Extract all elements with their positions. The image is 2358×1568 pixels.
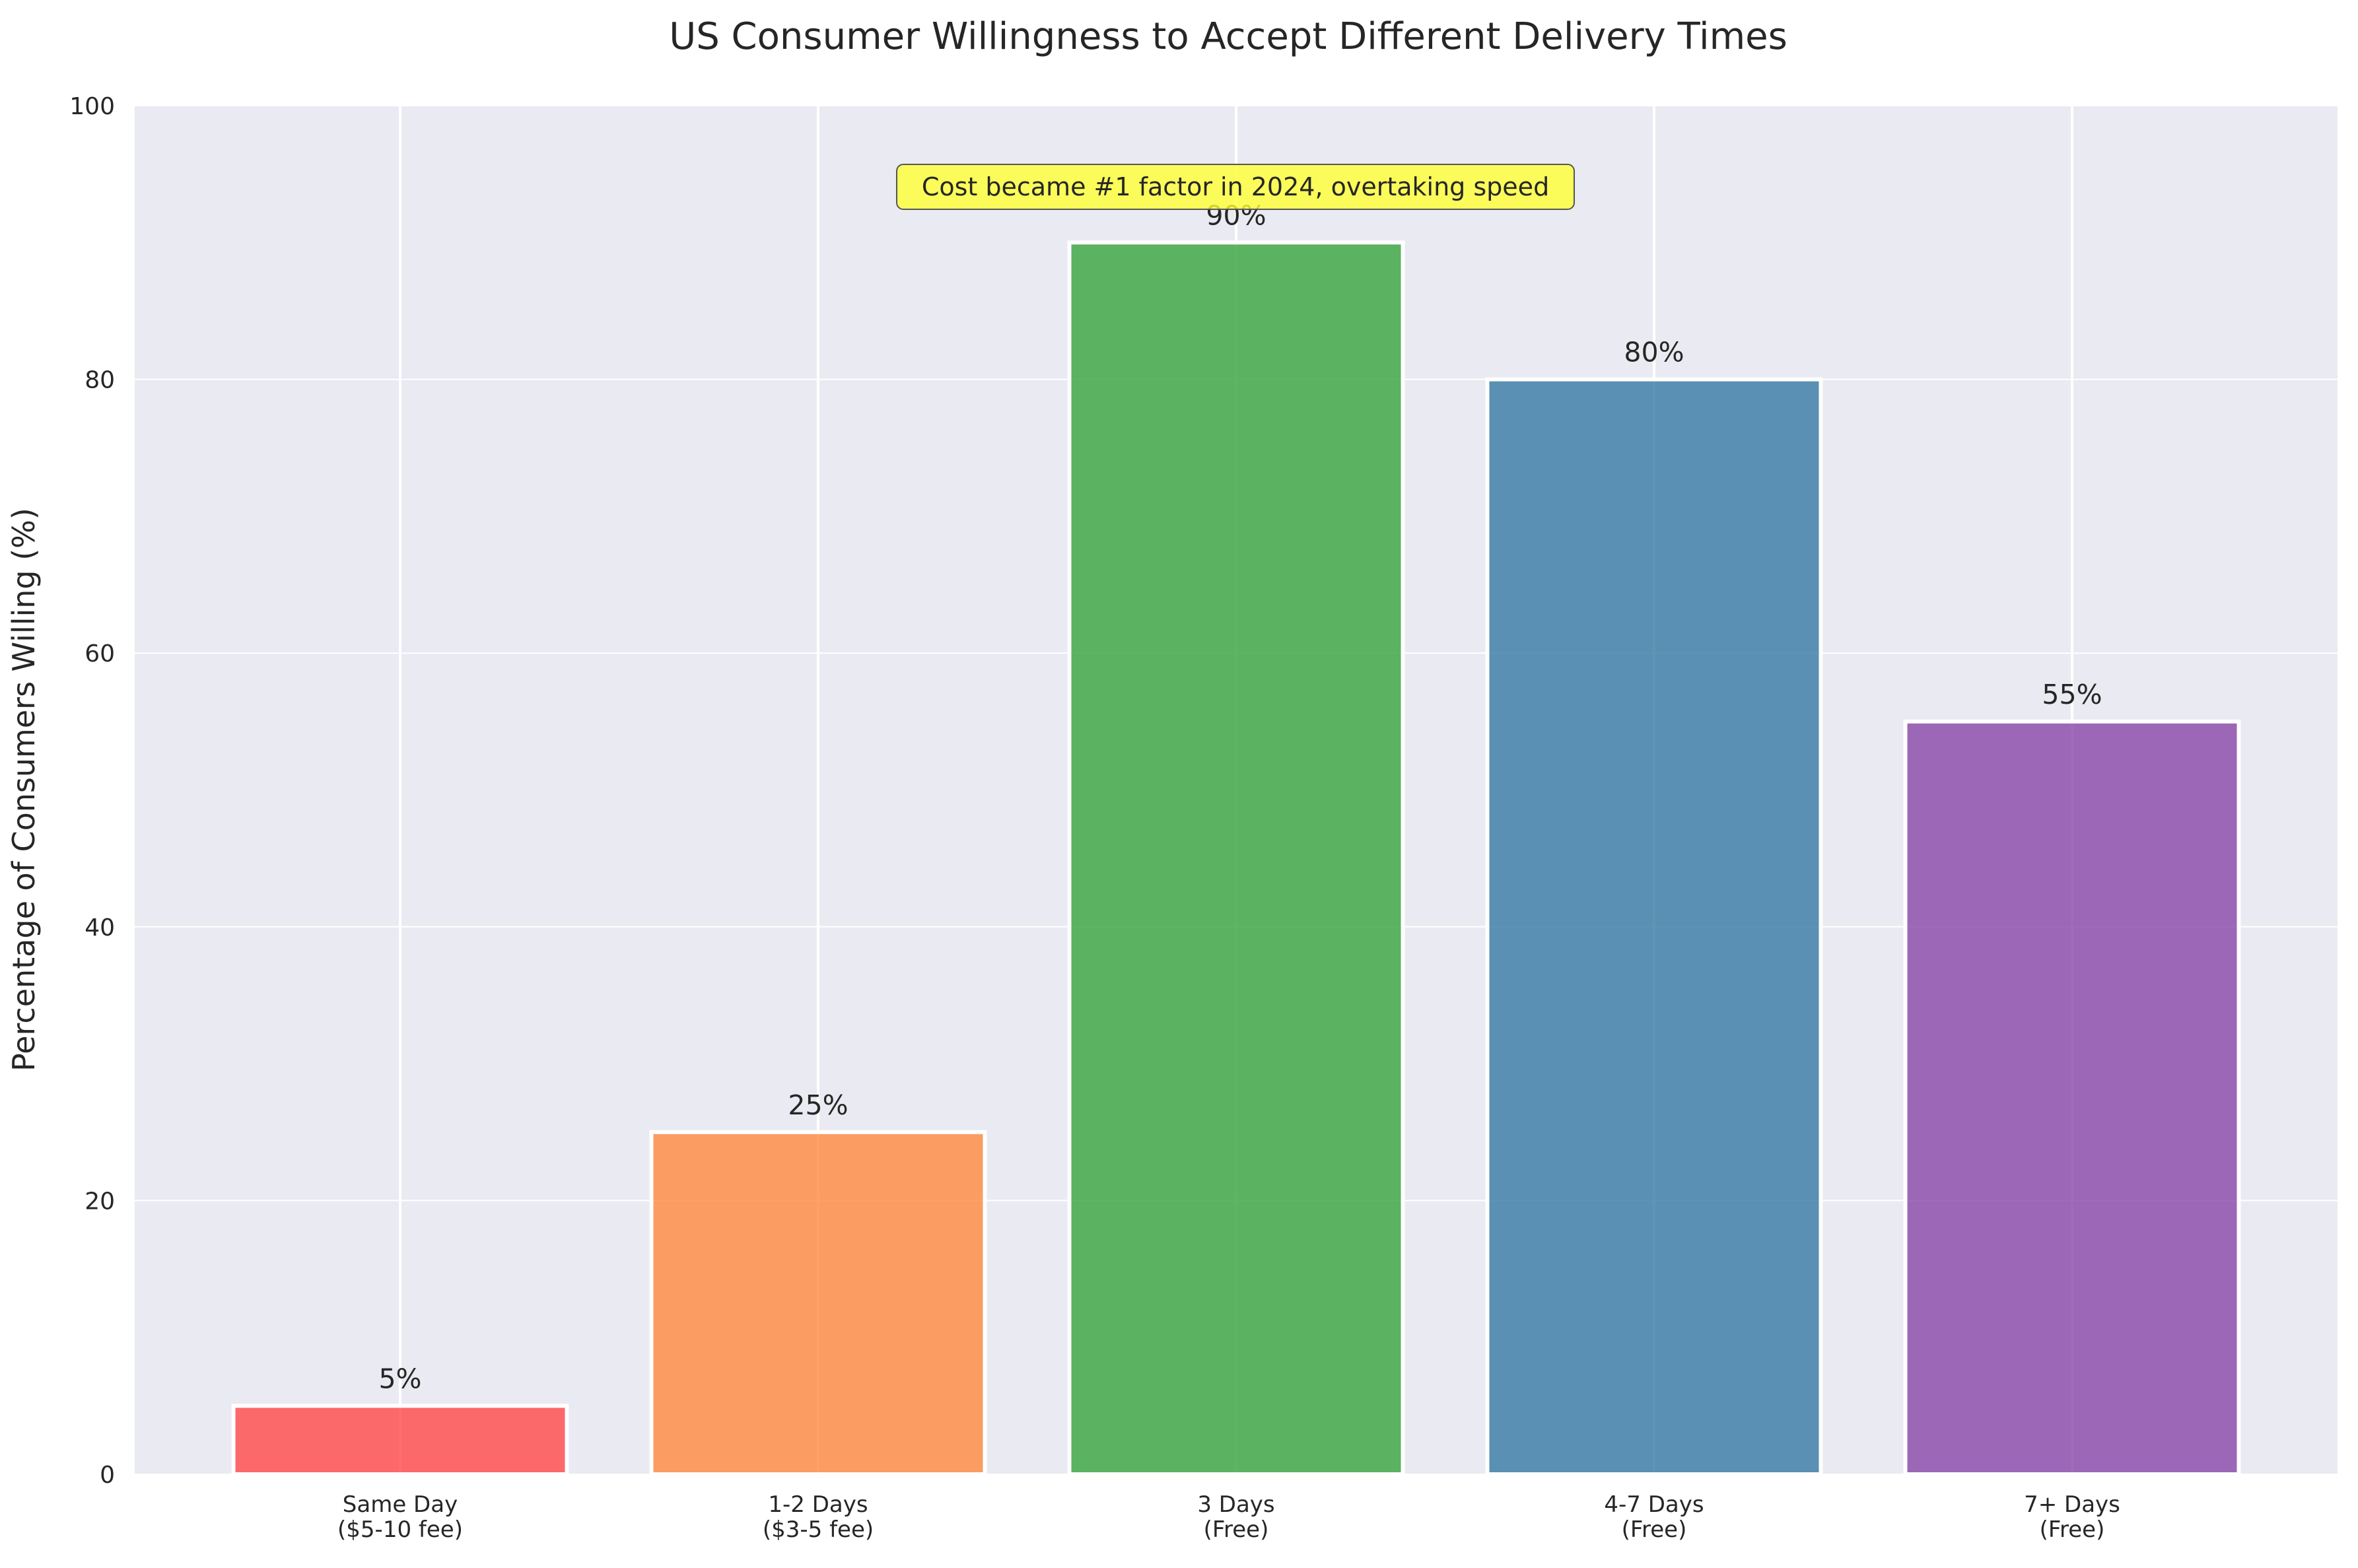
x-tick-label-line: 7+ Days [2024,1491,2120,1518]
x-tick-label-3: 4-7 Days (Free) [1604,1491,1704,1543]
data-label-3: 80% [1624,337,1684,368]
annotation: Cost became #1 factor in 2024, overtakin… [896,164,1575,210]
y-tick-label-1: 20 [85,1188,115,1215]
x-tick-label-0: Same Day ($5-10 fee) [337,1491,463,1543]
x-tick-label-line: (Free) [2040,1517,2105,1543]
y-tick-label-0: 0 [100,1462,115,1489]
x-tick-label-line: Same Day [343,1491,458,1518]
bar-3 [1485,377,1823,1476]
bars [231,240,2241,1477]
chart-title: US Consumer Willingness to Accept Differ… [669,15,1787,58]
y-tick-label-2: 40 [85,914,115,941]
annotation-box [896,164,1575,210]
bar-2 [1067,240,1405,1476]
bar-1 [649,1130,987,1476]
x-tick-label-2: 3 Days (Free) [1197,1491,1274,1543]
x-tick-label-line: 1-2 Days [768,1491,868,1518]
x-tick-label-line: (Free) [1204,1517,1269,1543]
x-tick-label-line: 4-7 Days [1604,1491,1704,1518]
x-tick-labels: Same Day ($5-10 fee) 1-2 Days ($3-5 fee) 3 D… [337,1491,2120,1543]
y-tick-label-5: 100 [69,93,115,120]
y-tick-label-3: 60 [85,640,115,667]
data-label-4: 55% [2042,679,2102,710]
annotation-text: Cost became #1 factor in 2024, overtakin… [922,172,1549,201]
x-tick-label-1: 1-2 Days ($3-5 fee) [763,1491,874,1543]
x-tick-label-4: 7+ Days (Free) [2024,1491,2120,1543]
data-label-1: 25% [788,1089,848,1121]
y-tick-labels: 0 20 40 60 80 100 [69,93,115,1489]
x-tick-label-line: 3 Days [1197,1491,1274,1518]
bar-0 [231,1404,569,1477]
y-axis-label: Percentage of Consumers Willing (%) [6,508,42,1072]
x-tick-label-line: ($5-10 fee) [337,1517,463,1543]
x-tick-label-line: ($3-5 fee) [763,1517,874,1543]
y-tick-label-4: 80 [85,367,115,394]
bar-4 [1903,719,2241,1476]
data-label-0: 5% [378,1363,421,1394]
x-tick-label-line: (Free) [1622,1517,1687,1543]
